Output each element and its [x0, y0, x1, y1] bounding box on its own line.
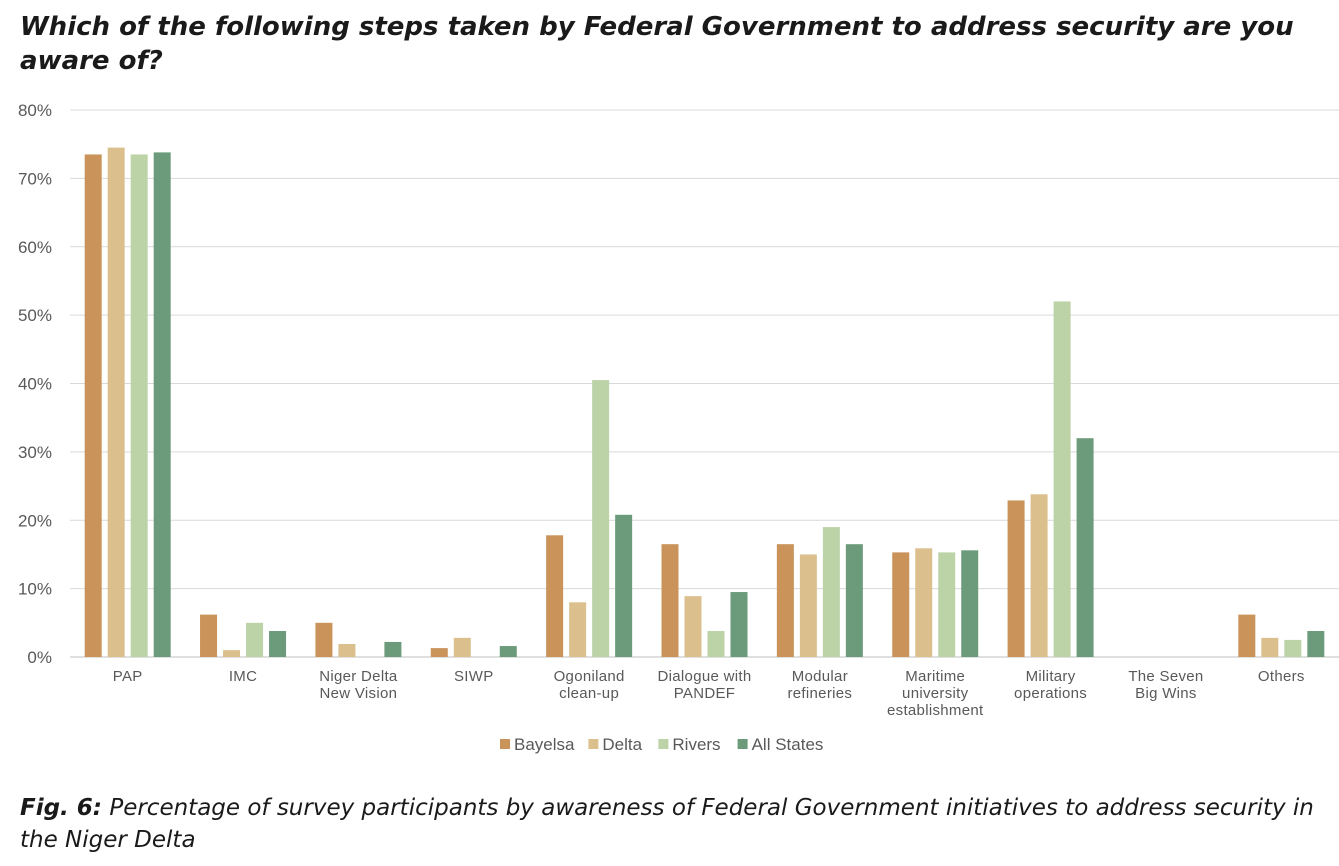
x-category-label: Military operations — [1014, 668, 1087, 702]
x-category-label: The Seven Big Wins — [1128, 668, 1203, 702]
legend-swatch — [658, 739, 669, 749]
bar-delta — [453, 637, 471, 657]
bar-all-states — [730, 592, 748, 657]
y-tick-label: 70% — [18, 169, 52, 188]
bar-delta — [684, 596, 702, 657]
bar-delta — [1030, 494, 1048, 657]
bar-bayelsa — [661, 544, 679, 657]
legend-label: Bayelsa — [514, 735, 575, 754]
bar-delta — [1261, 637, 1279, 657]
bar-all-states — [1076, 438, 1094, 657]
x-category-label: PAP — [113, 668, 143, 685]
y-tick-label: 0% — [27, 648, 52, 667]
x-category-label: Ogoniland clean-up — [554, 668, 625, 702]
bar-all-states — [961, 550, 979, 657]
y-tick-label: 50% — [18, 306, 52, 325]
bar-delta — [107, 147, 125, 657]
bar-all-states — [845, 544, 863, 657]
legend-swatch — [737, 739, 748, 749]
bar-delta — [223, 650, 241, 657]
bar-rivers — [822, 527, 840, 657]
legend-swatch — [588, 739, 599, 749]
y-tick-label: 40% — [18, 375, 52, 394]
bars — [84, 147, 1325, 657]
y-tick-label: 20% — [18, 511, 52, 530]
chart-title: Which of the following steps taken by Fe… — [20, 12, 1294, 76]
bar-delta — [915, 548, 933, 657]
legend-label: Delta — [602, 735, 642, 754]
x-category-label: Niger Delta New Vision — [319, 668, 398, 702]
figure-caption-text: Percentage of survey participants by awa… — [20, 795, 1314, 853]
x-category-label: IMC — [229, 668, 257, 685]
bar-rivers — [938, 552, 956, 657]
x-category-label: Dialogue with PANDEF — [658, 668, 752, 702]
legend-label: Rivers — [672, 735, 720, 754]
bar-bayelsa — [1007, 500, 1025, 657]
bar-rivers — [707, 631, 725, 657]
legend-swatch — [500, 739, 510, 749]
figure-label: Fig. 6: — [20, 795, 103, 821]
bar-bayelsa — [546, 535, 564, 657]
y-axis-ticks: 0% 10% 20% 30% 40% 50% 60% 70% 80% — [18, 101, 52, 667]
bar-bayelsa — [776, 544, 794, 657]
bar-rivers — [1053, 301, 1071, 657]
y-tick-label: 60% — [18, 238, 52, 257]
bar-rivers — [246, 622, 264, 657]
x-category-label: Others — [1258, 668, 1305, 685]
bar-all-states — [499, 646, 517, 657]
bar-delta — [799, 554, 817, 657]
y-tick-label: 30% — [18, 443, 52, 462]
x-category-label: Maritime university establishment — [887, 668, 984, 719]
bar-bayelsa — [1238, 614, 1256, 657]
bar-all-states — [153, 152, 171, 657]
x-category-label: SIWP — [454, 668, 494, 685]
bar-bayelsa — [315, 622, 333, 657]
legend: Bayelsa Delta Rivers All States — [500, 735, 823, 754]
bar-bayelsa — [200, 614, 218, 657]
gridlines — [70, 109, 1339, 658]
y-tick-label: 10% — [18, 580, 52, 599]
bar-bayelsa — [84, 154, 102, 657]
figure-caption: Fig. 6: Percentage of survey participant… — [20, 792, 1320, 856]
x-category-label: Modular refineries — [788, 668, 853, 702]
x-axis-categories: PAP IMC Niger Delta New Vision SIWP Ogoniland… — [113, 668, 1305, 719]
bar-delta — [338, 644, 356, 657]
bar-bayelsa — [430, 648, 448, 657]
bar-all-states — [615, 514, 633, 657]
bar-all-states — [384, 641, 402, 657]
bar-bayelsa — [892, 552, 910, 657]
bar-all-states — [269, 631, 287, 657]
bar-rivers — [592, 380, 610, 657]
bar-delta — [569, 602, 587, 657]
y-tick-label: 80% — [18, 101, 52, 120]
bar-rivers — [130, 154, 148, 657]
bar-rivers — [1284, 639, 1302, 657]
legend-label: All States — [752, 735, 824, 754]
bar-all-states — [1307, 631, 1325, 657]
